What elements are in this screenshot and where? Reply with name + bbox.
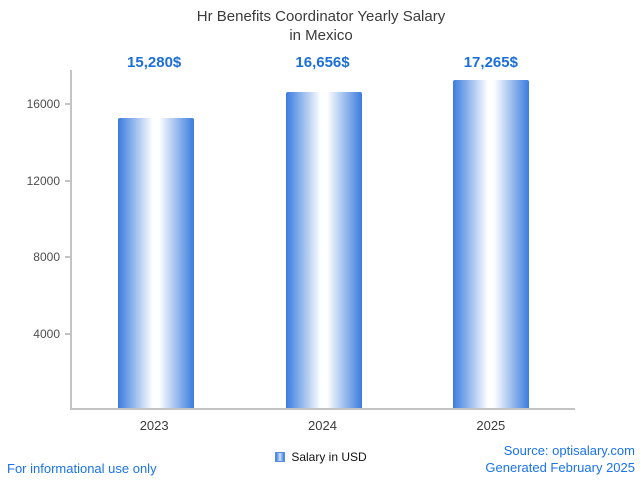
bar-2023 [117,117,194,408]
y-axis: 4000 8000 12000 16000 [0,70,70,410]
bar-value-label-2023: 15,280$ [127,54,182,71]
chart-title-line2: in Mexico [289,27,353,44]
y-axis-tick-mark [65,103,70,106]
y-axis-tick-mark [65,332,70,335]
generated-date: Generated February 2025 [485,460,635,475]
x-axis-category-label-2025: 2025 [476,418,506,433]
y-axis-tick-label: 8000 [33,250,60,265]
chart-legend: Salary in USD [0,450,642,464]
disclaimer-text: For informational use only [7,461,157,476]
bar-2024 [285,91,362,408]
chart-title: Hr Benefits Coordinator Yearly Salary in… [0,7,642,45]
bar-2025 [453,80,530,408]
y-axis-tick-label: 4000 [33,326,60,341]
legend-label: Salary in USD [291,450,367,464]
source-link[interactable]: Source: optisalary.com [503,443,635,458]
bar-value-label-2024: 16,656$ [295,54,350,71]
y-axis-tick-mark [65,179,70,182]
attribution-block: Source: optisalary.com Generated Februar… [485,442,635,476]
bar-value-label-2025: 17,265$ [463,54,518,71]
y-axis-tick-mark [65,256,70,259]
y-axis-tick-label: 16000 [26,97,60,112]
x-axis-category-label-2023: 2023 [139,418,169,433]
chart-title-line1: Hr Benefits Coordinator Yearly Salary [196,8,446,25]
legend-swatch-icon [275,452,286,462]
y-axis-tick-label: 12000 [26,173,60,188]
plot-area [70,70,575,410]
x-axis-category-label-2024: 2024 [308,418,337,433]
